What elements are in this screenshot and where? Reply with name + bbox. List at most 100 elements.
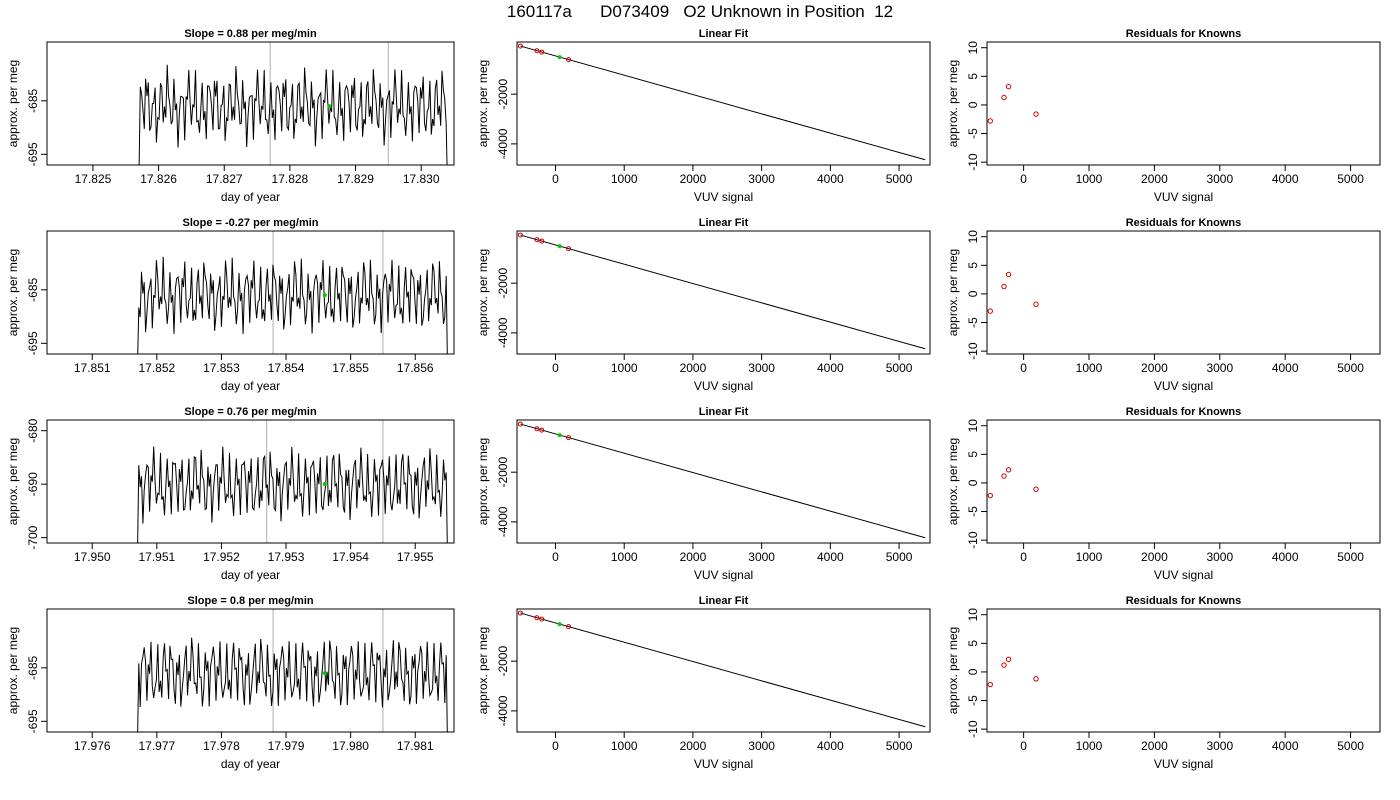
chart-1-xtick-label: 0	[552, 172, 559, 186]
chart-4-xtick-label: 0	[552, 361, 559, 375]
chart-10-xtick-label: 3000	[748, 739, 775, 753]
chart-3-xtick-label: 17.854	[268, 361, 305, 375]
chart-4-xtick-label: 1000	[611, 361, 638, 375]
chart-4-ylabel: approx. per meg	[476, 249, 490, 336]
chart-4-xtick-label: 2000	[680, 361, 707, 375]
chart-4-xlabel: VUV signal	[694, 379, 753, 393]
chart-3-series-line	[137, 256, 448, 354]
chart-11-residual-point	[1005, 656, 1012, 663]
chart-9-xlabel: day of year	[221, 757, 280, 771]
chart-4-ytick-label: -4000	[496, 317, 510, 348]
chart-5-xtick-label: 2000	[1141, 361, 1168, 375]
chart-7-known-point	[566, 435, 572, 441]
chart-4-known-point	[517, 232, 523, 238]
chart-1-known-point	[534, 48, 540, 54]
chart-4-ytick-label: -2000	[496, 268, 510, 299]
chart-2-ytick-label: -5	[966, 128, 980, 139]
chart-8-ytick-label: 5	[966, 451, 980, 458]
chart-2-ytick-label: 10	[966, 41, 980, 55]
chart-3-xtick-label: 17.856	[397, 361, 434, 375]
chart-8-xtick-label: 5000	[1337, 550, 1364, 564]
chart-11-residual-point	[1001, 662, 1007, 668]
chart-6-unknown-point	[322, 482, 327, 487]
chart-4-frame	[516, 230, 931, 355]
chart-1-xlabel: VUV signal	[694, 190, 753, 204]
chart-7-frame	[516, 419, 931, 544]
chart-2-xtick-label: 4000	[1272, 172, 1299, 186]
chart-0-xtick-label: 17.827	[206, 172, 243, 186]
chart-8-ytick-label: -5	[966, 506, 980, 517]
chart-0-xtick-label: 17.829	[337, 172, 374, 186]
chart-1-known-point	[566, 57, 572, 63]
chart-4-fit-line	[520, 234, 926, 350]
chart-0-xtick-label: 17.830	[403, 172, 440, 186]
chart-7-unknown-point	[557, 433, 562, 438]
chart-7-ytick-label: -2000	[496, 457, 510, 488]
chart-0-series-line	[138, 64, 448, 165]
chart-3-xlabel: day of year	[221, 379, 280, 393]
chart-11-ytick-label: -10	[966, 720, 980, 738]
chart-9-ytick-label: -695	[26, 709, 40, 733]
chart-0-xtick-label: 17.825	[75, 172, 112, 186]
chart-6-ytick-label: -700	[26, 525, 40, 549]
chart-1-xtick-label: 3000	[748, 172, 775, 186]
chart-10-known-point	[534, 615, 540, 621]
chart-10-unknown-point	[557, 622, 562, 627]
chart-11-ytick-label: 10	[966, 608, 980, 622]
chart-8-ytick-label: -10	[966, 531, 980, 549]
chart-9-xtick-label: 17.977	[138, 739, 175, 753]
chart-1-title: Linear Fit	[699, 28, 749, 40]
chart-7-xtick-label: 4000	[817, 550, 844, 564]
chart-3-ylabel: approx. per meg	[6, 249, 20, 336]
chart-6-title: Slope = 0.76 per meg/min	[184, 406, 317, 418]
chart-10-title: Linear Fit	[699, 595, 749, 607]
chart-10-ylabel: approx. per meg	[476, 627, 490, 714]
chart-8-ylabel: approx. per meg	[946, 438, 960, 525]
chart-11-ylabel: approx. per meg	[946, 627, 960, 714]
chart-5-xtick-label: 4000	[1272, 361, 1299, 375]
chart-8-xtick-label: 1000	[1076, 550, 1103, 564]
chart-10-xtick-label: 4000	[817, 739, 844, 753]
chart-11-xlabel: VUV signal	[1154, 757, 1213, 771]
chart-2-residual-point	[987, 118, 993, 124]
chart-0-xlabel: day of year	[221, 190, 280, 204]
chart-6-xtick-label: 17.951	[138, 550, 175, 564]
chart-8-residual-point	[1033, 486, 1039, 492]
chart-5-xtick-label: 0	[1020, 361, 1027, 375]
chart-9-series-line	[137, 637, 448, 732]
chart-8-title: Residuals for Knowns	[1126, 406, 1242, 418]
chart-5-ytick-label: 0	[966, 290, 980, 297]
chart-10-frame	[516, 608, 931, 733]
chart-5-xtick-label: 3000	[1206, 361, 1233, 375]
chart-2-residual-point	[1033, 111, 1039, 117]
chart-8-xtick-label: 4000	[1272, 550, 1299, 564]
chart-1-xtick-label: 4000	[817, 172, 844, 186]
chart-2-residual-point	[1005, 83, 1012, 90]
chart-5-residual-point	[1001, 283, 1007, 290]
chart-3-xtick-label: 17.855	[332, 361, 369, 375]
chart-9-title: Slope = 0.8 per meg/min	[187, 595, 314, 607]
chart-0-frame	[46, 41, 455, 166]
chart-2-ytick-label: 0	[966, 101, 980, 108]
chart-2-xtick-label: 2000	[1141, 172, 1168, 186]
chart-7-xlabel: VUV signal	[694, 568, 753, 582]
chart-3-ytick-label: -685	[26, 277, 40, 301]
chart-11-xtick-label: 4000	[1272, 739, 1299, 753]
chart-11-residual-point	[987, 681, 993, 688]
chart-3-unknown-point	[322, 293, 327, 298]
chart-10-xtick-label: 5000	[886, 739, 913, 753]
chart-6-ylabel: approx. per meg	[6, 438, 20, 525]
chart-6-frame	[46, 419, 455, 544]
chart-11-xtick-label: 1000	[1076, 739, 1103, 753]
chart-10-fit-line	[520, 612, 926, 728]
chart-11-xtick-label: 0	[1020, 739, 1027, 753]
chart-3-xtick-label: 17.851	[74, 361, 111, 375]
chart-6-ytick-label: -690	[26, 472, 40, 496]
chart-5-residual-point	[1005, 271, 1012, 278]
chart-1-ylabel: approx. per meg	[476, 60, 490, 147]
chart-8-xtick-label: 2000	[1141, 550, 1168, 564]
chart-8-ytick-label: 10	[966, 419, 980, 433]
chart-8-residual-point	[987, 492, 993, 499]
chart-7-title: Linear Fit	[699, 406, 749, 418]
chart-6-xtick-label: 17.950	[74, 550, 111, 564]
